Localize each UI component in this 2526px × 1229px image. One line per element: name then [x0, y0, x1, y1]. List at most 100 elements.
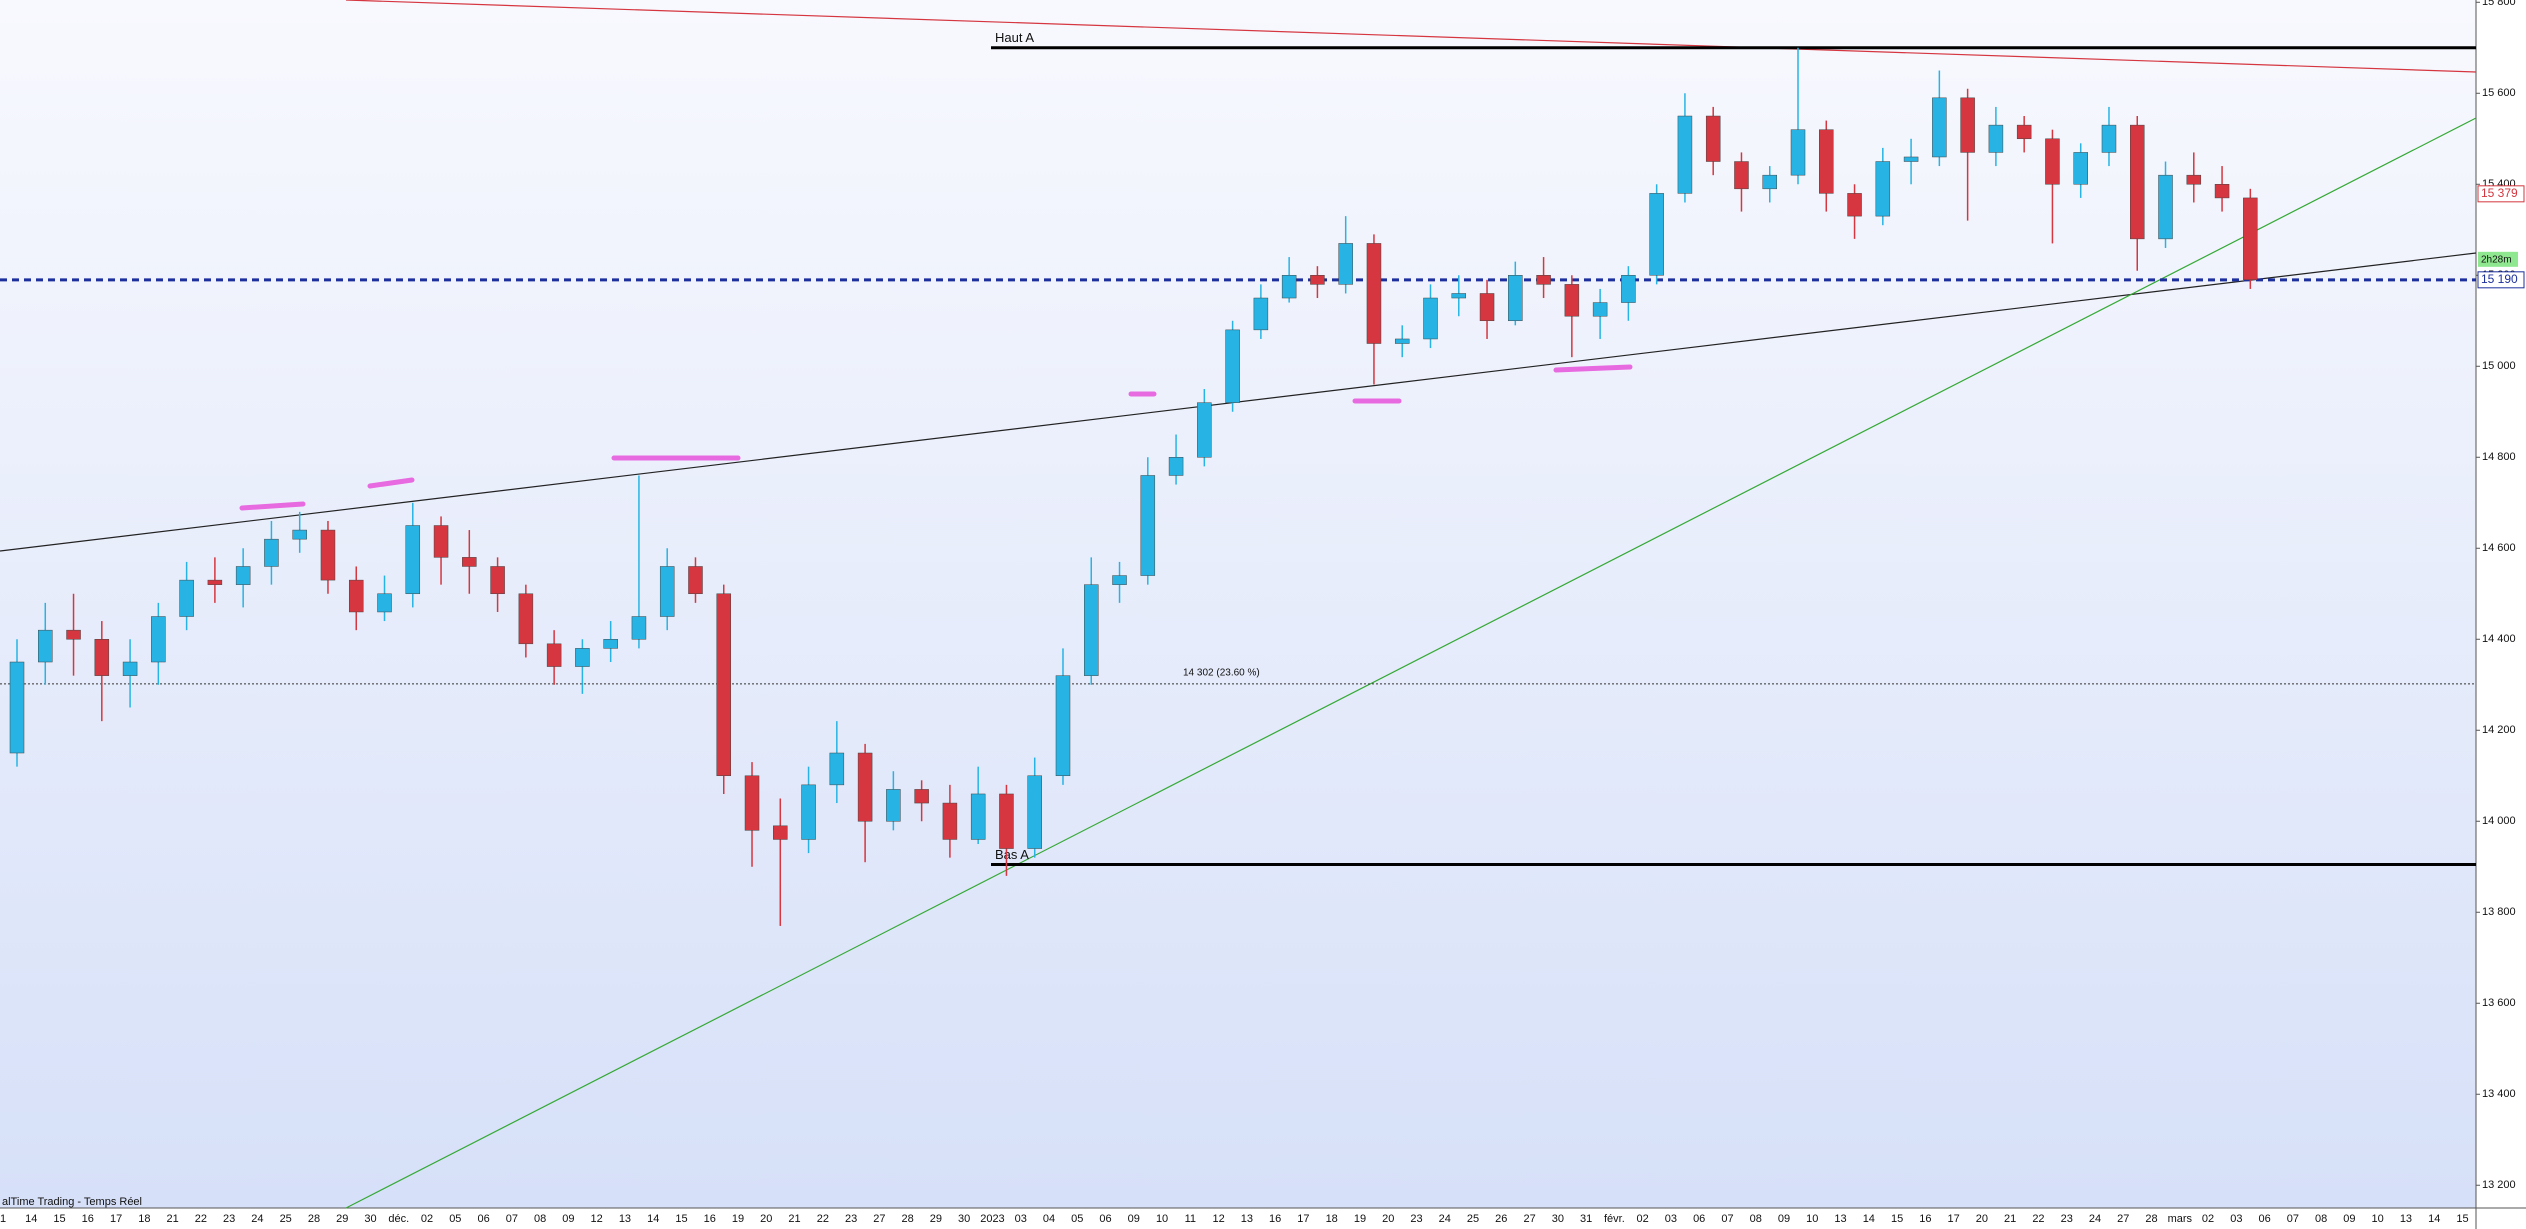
candle-body — [2214, 184, 2230, 199]
x-tick-label: 31 — [1580, 1213, 1592, 1225]
highlight — [239, 501, 306, 511]
x-tick-label: 16 — [704, 1213, 716, 1225]
trendline — [345, 117, 2477, 1209]
candle-body — [2016, 124, 2032, 140]
x-tick-label: 17 — [1297, 1213, 1309, 1225]
x-tick-label: 12 — [1212, 1213, 1224, 1225]
source-label: alTime Trading - Temps Réel — [2, 1196, 142, 1208]
y-tick-label: 13 400 — [2482, 1088, 2516, 1100]
x-tick-label: 03 — [1665, 1213, 1677, 1225]
x-tick-label: 03 — [1015, 1213, 1027, 1225]
x-tick-label: 18 — [1326, 1213, 1338, 1225]
x-tick-label: 14 — [1863, 1213, 1875, 1225]
candle-body — [2130, 124, 2145, 240]
x-tick-label: déc. — [388, 1213, 409, 1225]
candle-body — [857, 752, 873, 822]
x-tick-label: mars — [2168, 1213, 2193, 1225]
x-tick-label: 21 — [166, 1213, 178, 1225]
x-tick-label: 22 — [195, 1213, 207, 1225]
candle-body — [1140, 475, 1156, 576]
highlights — [239, 364, 1633, 511]
x-tick-label: 09 — [1778, 1213, 1790, 1225]
x-tick-label: 05 — [1071, 1213, 1083, 1225]
candle-body — [151, 616, 166, 663]
x-tick-label: 06 — [1099, 1213, 1111, 1225]
candle-body — [1479, 293, 1495, 322]
x-tick-label: 24 — [251, 1213, 263, 1225]
x-tick-label: 16 — [82, 1213, 94, 1225]
x-tick-label: 29 — [336, 1213, 348, 1225]
x-tick-label: 1 — [0, 1213, 6, 1225]
candle-body — [2158, 174, 2173, 240]
x-tick-label: 28 — [308, 1213, 320, 1225]
x-tick-label: 23 — [1410, 1213, 1422, 1225]
axis-background — [2476, 0, 2526, 1229]
candle-body — [377, 593, 392, 613]
candle-body — [801, 784, 816, 840]
x-tick-label: 30 — [1552, 1213, 1564, 1225]
candle-body — [970, 793, 986, 840]
x-tick-label: 20 — [760, 1213, 772, 1225]
x-tick-label: 15 — [53, 1213, 65, 1225]
x-tick-label: 03 — [2230, 1213, 2242, 1225]
candle-body — [1592, 302, 1608, 317]
x-tick-label: 30 — [958, 1213, 970, 1225]
candle-body — [1790, 129, 1806, 176]
x-tick-label: 23 — [2061, 1213, 2073, 1225]
x-tick-label: 20 — [1976, 1213, 1988, 1225]
x-tick-label: 17 — [1948, 1213, 1960, 1225]
axis-background — [0, 1208, 2526, 1229]
x-tick-label: 28 — [2145, 1213, 2157, 1225]
x-tick-label: 08 — [2315, 1213, 2327, 1225]
y-tick-label: 13 600 — [2482, 997, 2516, 1009]
timer-box — [2478, 251, 2518, 267]
x-tick-label: 07 — [506, 1213, 518, 1225]
candle-body — [631, 616, 647, 640]
x-tick-label: 15 — [1891, 1213, 1903, 1225]
candle-body — [66, 629, 81, 640]
x-tick-label: 14 — [2428, 1213, 2440, 1225]
candle-body — [462, 557, 477, 567]
x-tick-label: 23 — [845, 1213, 857, 1225]
x-tick-label: 13 — [2400, 1213, 2412, 1225]
candle-body — [2101, 124, 2117, 153]
candle-body — [773, 825, 788, 840]
last-price-box — [2477, 271, 2525, 289]
x-tick-label: 14 — [25, 1213, 37, 1225]
x-tick-label: 29 — [930, 1213, 942, 1225]
candle-body — [1168, 457, 1184, 476]
x-tick-label: 28 — [902, 1213, 914, 1225]
y-tick-label: 14 000 — [2482, 815, 2516, 827]
candle-body — [688, 566, 703, 595]
x-tick-label: févr. — [1604, 1213, 1625, 1225]
x-tick-label: 21 — [788, 1213, 800, 1225]
candle-body — [1055, 675, 1071, 777]
x-tick-label: 02 — [421, 1213, 433, 1225]
candle-body — [1338, 243, 1353, 285]
candle-body — [1762, 174, 1777, 190]
last-price-label: 15 190 — [2481, 272, 2518, 286]
x-tick-label: 21 — [2004, 1213, 2016, 1225]
x-tick-label: 2023 — [980, 1213, 1004, 1225]
candle-body — [1536, 275, 1551, 285]
candle-body — [886, 789, 901, 822]
y-tick-label: 15 600 — [2482, 87, 2516, 99]
candle-body — [38, 629, 53, 663]
candle-body — [433, 525, 449, 558]
x-tick-label: 22 — [817, 1213, 829, 1225]
candle-body — [348, 579, 364, 613]
x-tick-label: 15 — [2456, 1213, 2468, 1225]
candle-body — [1197, 402, 1212, 458]
candle-body — [1564, 284, 1580, 317]
candle-body — [320, 529, 336, 581]
x-tick-label: 08 — [1750, 1213, 1762, 1225]
highlight — [1553, 364, 1633, 373]
ma-price-label: 15 379 — [2481, 186, 2518, 200]
candle-body — [1734, 161, 1749, 190]
candle-body — [575, 648, 590, 667]
candle-body — [1394, 338, 1410, 344]
x-tick-label: 10 — [1156, 1213, 1168, 1225]
x-tick-label: 27 — [2117, 1213, 2129, 1225]
x-tick-label: 10 — [1806, 1213, 1818, 1225]
candle-body — [292, 529, 307, 540]
